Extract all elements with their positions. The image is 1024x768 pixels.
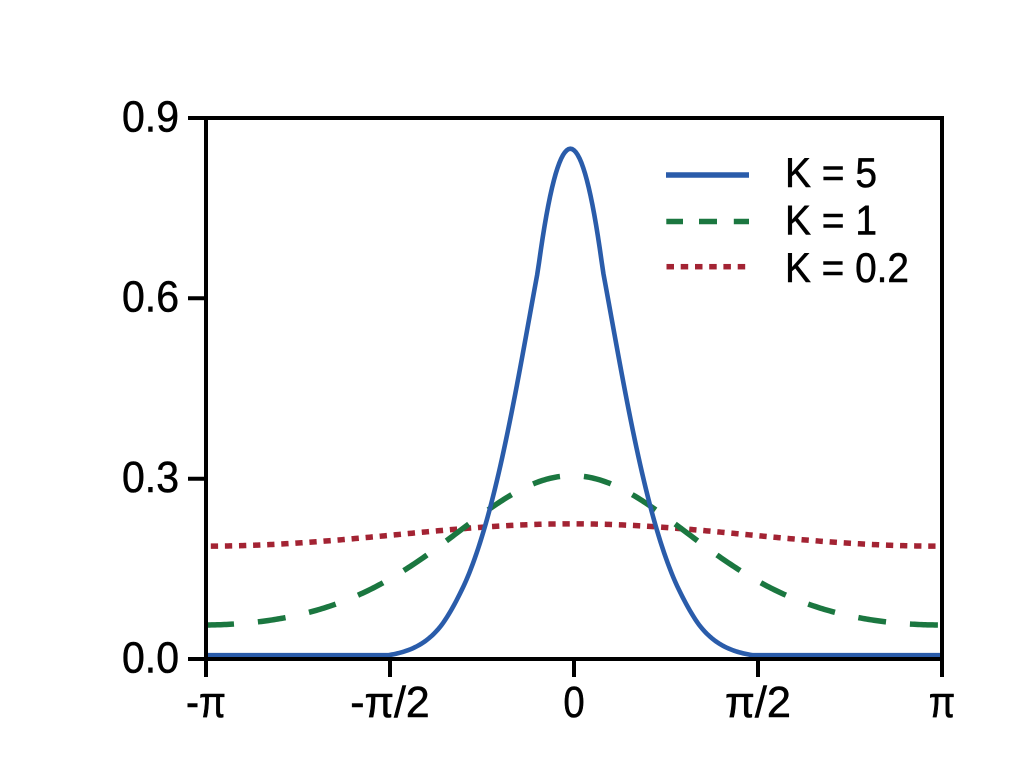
svg-text:0.3: 0.3 <box>122 454 179 502</box>
svg-text:π: π <box>929 678 956 727</box>
svg-text:0.6: 0.6 <box>122 274 179 322</box>
svg-text:π/2: π/2 <box>725 678 791 727</box>
svg-text:-π: -π <box>186 678 226 727</box>
svg-text:0: 0 <box>563 678 584 727</box>
svg-text:K = 1: K = 1 <box>785 197 877 244</box>
svg-text:K = 5: K = 5 <box>785 149 877 196</box>
svg-text:-π/2: -π/2 <box>350 678 430 727</box>
svg-text:K = 0.2: K = 0.2 <box>785 244 909 291</box>
svg-text:0.0: 0.0 <box>122 634 179 682</box>
svg-text:0.9: 0.9 <box>122 93 179 141</box>
